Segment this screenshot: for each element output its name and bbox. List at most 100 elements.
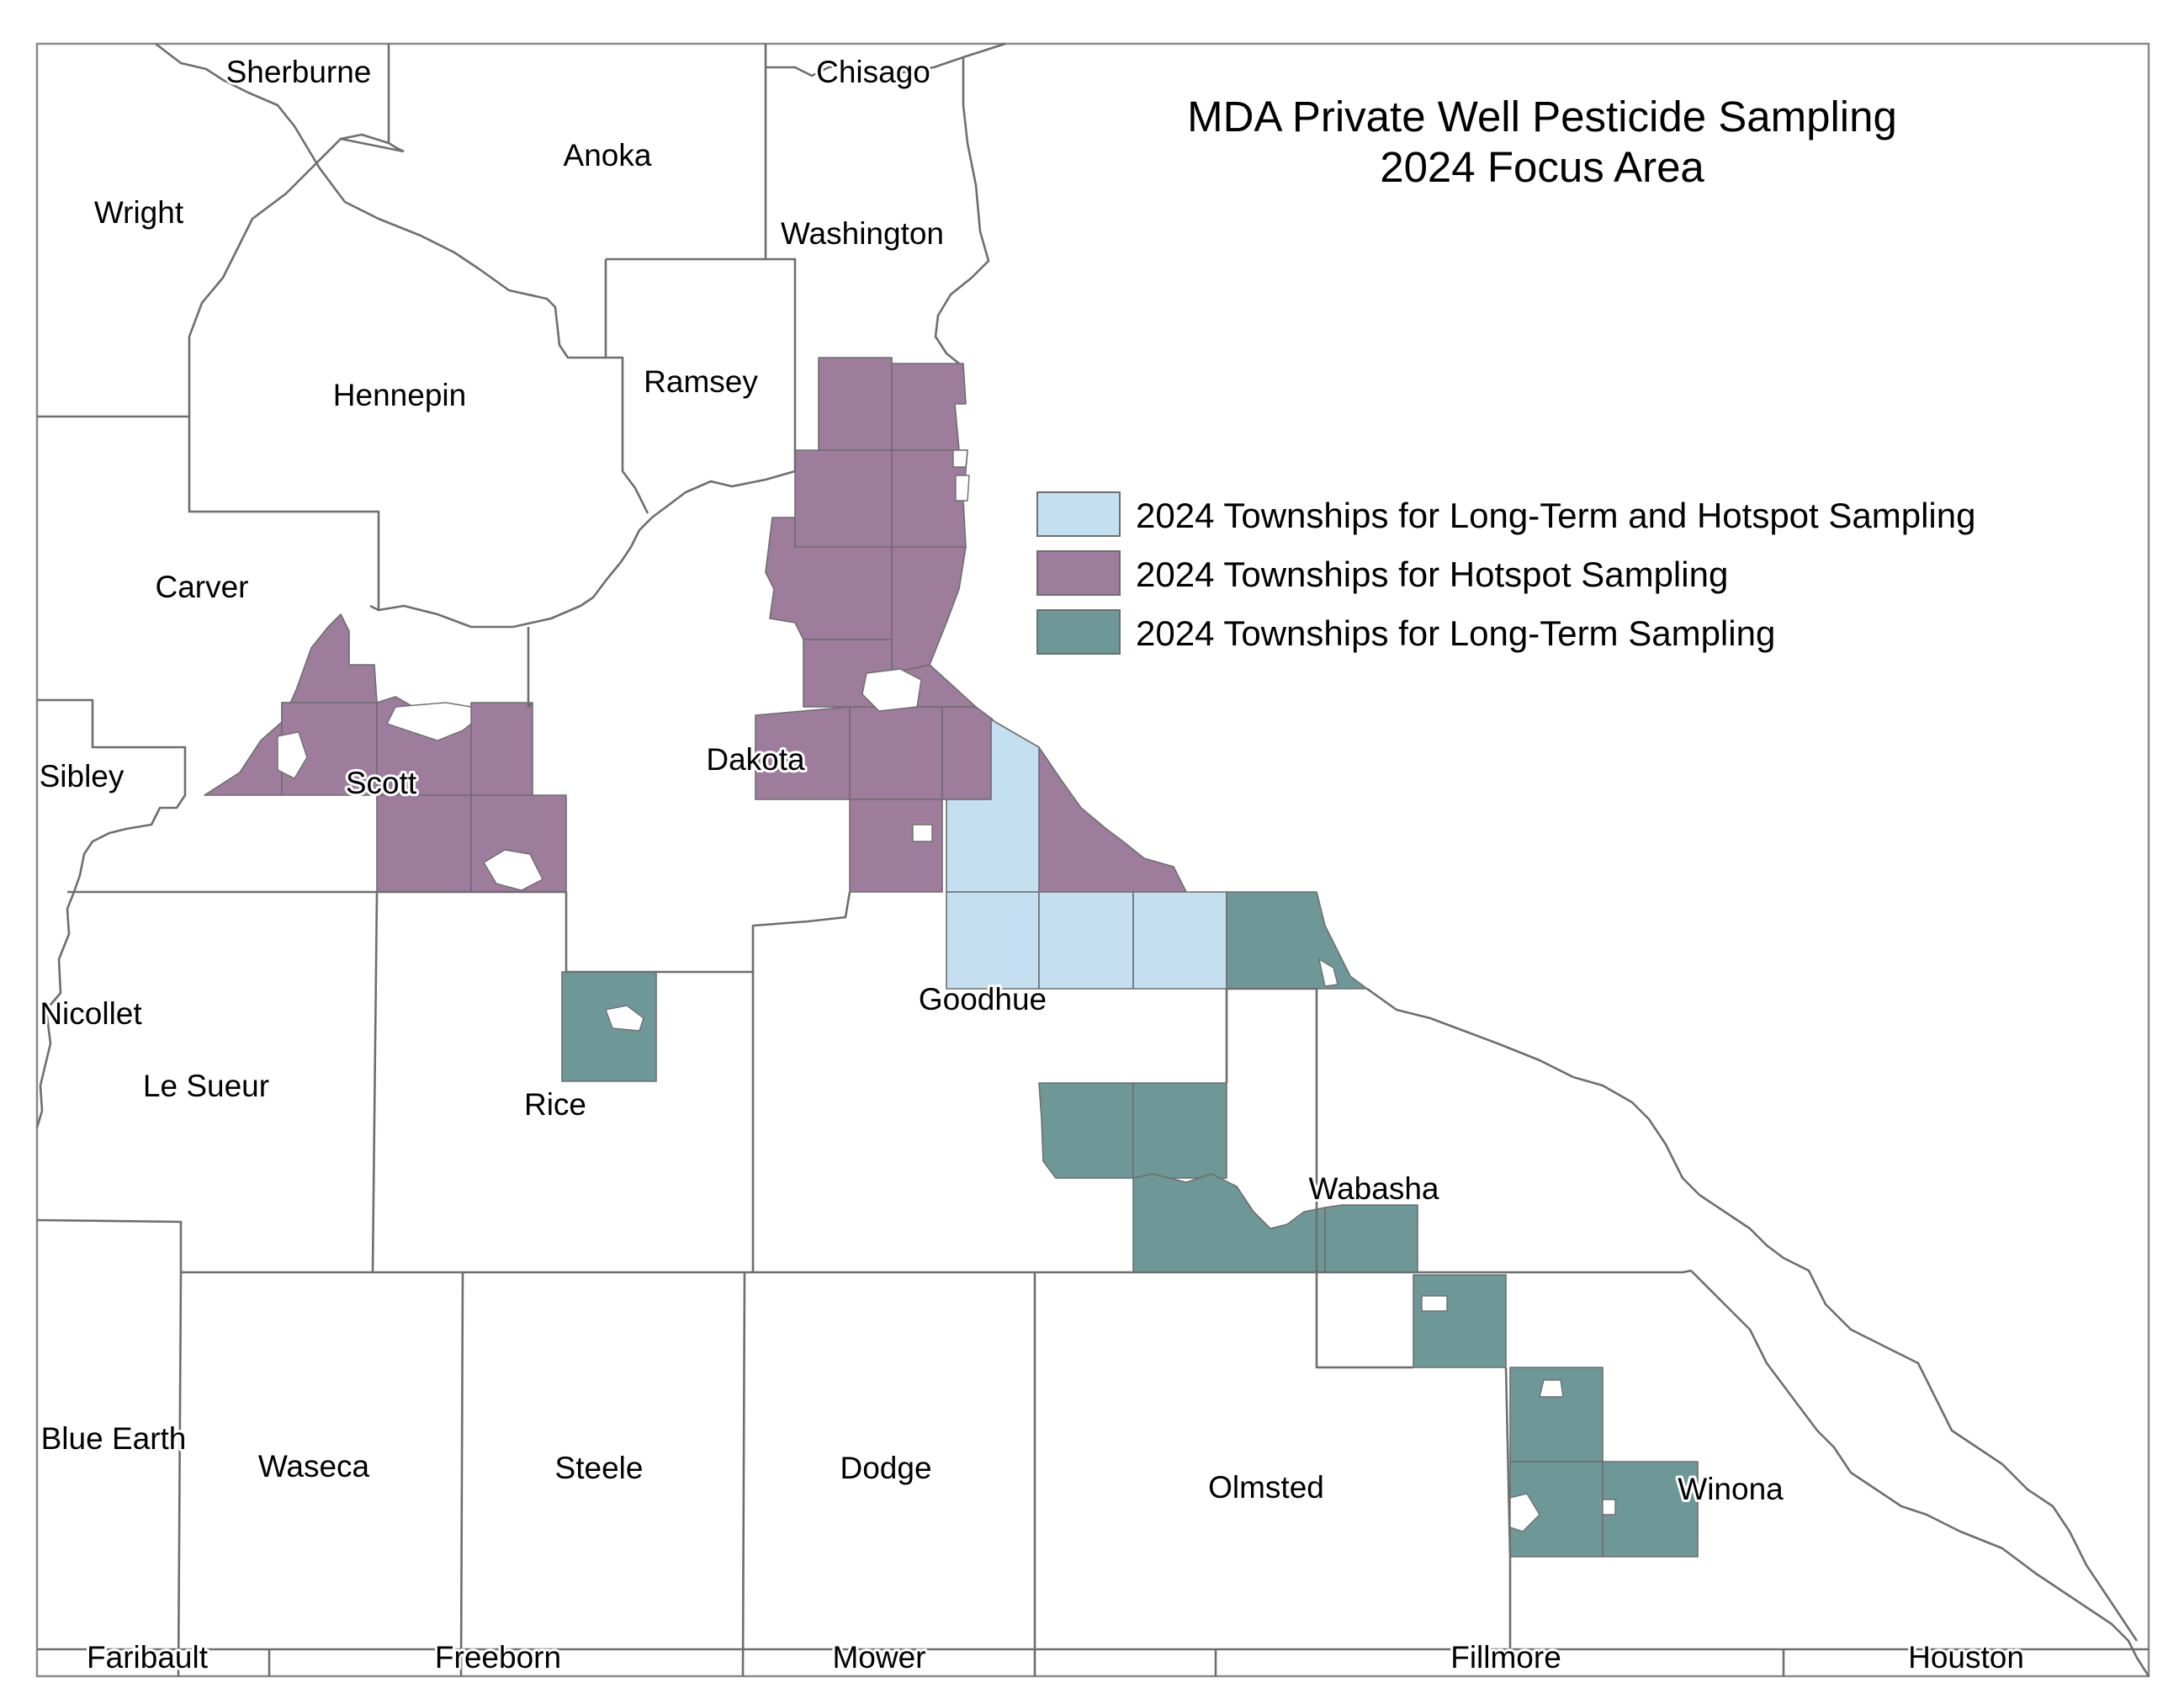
border — [36, 1218, 183, 1272]
title-line-1: MDA Private Well Pesticide Sampling — [1187, 93, 1897, 141]
county-label-ramsey: Ramsey — [644, 364, 758, 399]
city-hole — [1421, 1295, 1448, 1312]
county-label-dodge: Dodge — [840, 1451, 931, 1485]
border — [177, 1271, 183, 1677]
border — [580, 257, 797, 608]
county-label-houston: Houston — [1908, 1640, 2024, 1675]
township-dak-4 — [941, 706, 994, 800]
border — [527, 627, 533, 709]
township-winona-3 — [1602, 1461, 1699, 1558]
border — [188, 417, 380, 612]
legend-swatch — [1036, 609, 1121, 655]
border — [181, 1269, 1692, 1274]
township-wash-3 — [794, 449, 893, 548]
county-label-dakota: Dakota — [706, 742, 805, 777]
county-label-faribault: Faribault — [87, 1640, 209, 1675]
city-hole — [952, 449, 968, 468]
county-label-goodhue: Goodhue — [919, 982, 1047, 1017]
county-label-carver: Carver — [155, 570, 248, 604]
county-label-rice: Rice — [524, 1087, 586, 1122]
city-hole — [386, 702, 472, 741]
long-term-and-hotspot-townships — [946, 719, 1227, 990]
county-boundaries — [35, 42, 2150, 1677]
township-wabasha-2 — [1132, 1082, 1227, 1179]
county-label-wabasha: Wabasha — [1309, 1171, 1439, 1206]
legend-item-long-term-and-hotspot: 2024 Townships for Long-Term and Hotspot… — [1036, 491, 1975, 537]
city-hole — [277, 731, 308, 779]
township-rice-1 — [561, 971, 657, 1082]
township-wabasha-5 — [1413, 1274, 1507, 1368]
border — [741, 1271, 746, 1677]
county-label-waseca: Waseca — [258, 1449, 370, 1484]
border — [766, 42, 1006, 77]
border — [35, 698, 187, 1128]
township-wash-2 — [891, 363, 967, 451]
city-hole — [483, 849, 543, 891]
border — [934, 57, 990, 365]
border — [1690, 1270, 2150, 1677]
border — [1504, 1367, 1512, 1649]
county-label-olmsted: Olmsted — [1208, 1470, 1324, 1505]
county-label-winona: Winona — [1678, 1472, 1784, 1506]
border — [67, 890, 851, 974]
city-hole — [1602, 1499, 1616, 1515]
border — [1315, 1272, 1413, 1369]
long-term-townships — [561, 891, 1699, 1558]
border — [604, 259, 649, 514]
county-label-steele: Steele — [555, 1451, 644, 1485]
city-hole — [1317, 958, 1338, 987]
township-goodhue-2 — [946, 891, 1040, 990]
township-goodhue-4 — [1132, 891, 1227, 990]
map-title: MDA Private Well Pesticide Sampling 2024… — [1187, 93, 1897, 191]
city-hole — [861, 668, 922, 712]
border — [1366, 987, 2139, 1642]
legend: 2024 Townships for Long-Term and Hotspot… — [1036, 491, 1975, 655]
county-label-scott: Scott — [346, 766, 417, 800]
border — [1227, 987, 1318, 1272]
legend-label: 2024 Townships for Hotspot Sampling — [1136, 555, 1728, 594]
county-label-hennepin: Hennepin — [333, 378, 466, 412]
legend-label: 2024 Townships for Long-Term and Hotspot… — [1136, 496, 1975, 535]
border — [188, 137, 405, 417]
border — [378, 604, 581, 629]
township-scott-5 — [376, 794, 472, 893]
city-hole — [912, 824, 933, 842]
county-label-fillmore: Fillmore — [1450, 1640, 1561, 1675]
county-label-anoka: Anoka — [564, 138, 652, 173]
city-holes — [277, 449, 1616, 1532]
city-hole — [955, 475, 970, 502]
county-label-sherburne: Sherburne — [226, 55, 372, 89]
county-labels: Sherburne Chisago Anoka Wright Washingto… — [37, 52, 2027, 1677]
legend-item-hotspot: 2024 Townships for Hotspot Sampling — [1036, 550, 1728, 596]
legend-label: 2024 Townships for Long-Term Sampling — [1136, 613, 1775, 653]
border — [340, 133, 405, 153]
township-scott-4 — [470, 702, 533, 796]
county-label-mower: Mower — [832, 1640, 925, 1675]
township-dak-3 — [849, 706, 943, 800]
county-label-le-sueur: Le Sueur — [143, 1069, 269, 1103]
township-dak-5 — [849, 799, 943, 893]
township-wash-1 — [818, 357, 893, 451]
county-label-washington: Washington — [781, 216, 944, 251]
legend-swatch — [1036, 550, 1121, 596]
township-wabasha-1 — [1038, 1082, 1134, 1179]
county-label-nicollet: Nicollet — [40, 996, 142, 1031]
title-line-2: 2024 Focus Area — [1380, 143, 1704, 191]
county-label-wright: Wright — [94, 195, 184, 230]
county-label-chisago: Chisago — [816, 55, 930, 89]
city-hole — [1539, 1379, 1564, 1398]
border — [155, 42, 249, 94]
legend-swatch — [1036, 491, 1121, 537]
township-goodhue-3 — [1038, 891, 1134, 990]
township-wabasha-4 — [1324, 1204, 1418, 1273]
border — [371, 891, 379, 1273]
county-label-sibley: Sibley — [40, 759, 125, 794]
border — [247, 91, 606, 359]
county-label-freeborn: Freeborn — [435, 1640, 561, 1675]
legend-item-long-term: 2024 Townships for Long-Term Sampling — [1036, 609, 1775, 655]
border — [459, 1271, 464, 1677]
county-label-blue-earth: Blue Earth — [41, 1421, 187, 1456]
city-hole — [605, 1005, 644, 1032]
hotspot-townships — [204, 357, 1187, 893]
